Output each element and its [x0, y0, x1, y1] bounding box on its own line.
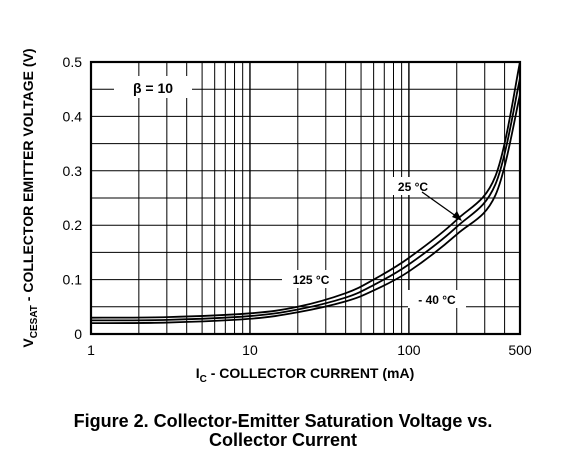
y-tick-label: 0.3 — [63, 163, 83, 179]
x-axis-title-sub: C — [200, 374, 207, 385]
annotation-25c-arrow — [421, 191, 461, 220]
y-tick-label: 0.2 — [63, 217, 83, 233]
annotation-25c: 25 °C — [398, 180, 428, 194]
y-axis-title: VCESAT - COLLECTOR EMITTER VOLTAGE (V) — [20, 48, 40, 347]
series-line-2 — [90, 94, 521, 325]
beta-label-bg — [114, 76, 192, 98]
y-axis-title-rest: - COLLECTOR EMITTER VOLTAGE (V) — [20, 48, 36, 305]
y-axis-title-sub: CESAT — [29, 305, 40, 338]
series-line-1 — [90, 78, 521, 322]
grid — [91, 62, 520, 334]
annotation-m40c-bg — [408, 290, 466, 308]
figure-caption-line-2: Collector Current — [208, 430, 358, 450]
annotation-125c-bg — [282, 270, 340, 288]
series-line-0 — [90, 61, 521, 319]
x-tick-label: 100 — [397, 342, 421, 358]
x-axis-title-main: I — [196, 365, 200, 381]
annotation-25c-arrowhead — [452, 211, 462, 221]
x-axis-title-rest: - COLLECTOR CURRENT (mA) — [207, 365, 414, 381]
y-tick-label: 0.4 — [63, 108, 83, 124]
plot-frame — [89, 60, 522, 336]
y-axis-title-main: V — [20, 338, 36, 348]
annotation-125c: 125 °C — [293, 273, 330, 287]
series-layer — [90, 61, 521, 325]
chart: 1 10 100 500 0 0.1 0.2 0.3 0.4 0.5 β = 10 25 °C 1… — [20, 48, 532, 385]
x-tick-label: 10 — [242, 342, 258, 358]
annotation-25c-bg — [388, 177, 438, 195]
x-tick-label: 500 — [508, 342, 532, 358]
beta-label: β = 10 — [133, 80, 173, 96]
y-tick-label: 0.1 — [63, 272, 83, 288]
figure-caption-line-1: Figure 2. Collector-Emitter Saturation V… — [73, 411, 493, 431]
y-tick-label: 0 — [74, 326, 82, 342]
annotation-m40c: - 40 °C — [418, 293, 456, 307]
x-tick-label: 1 — [87, 342, 95, 358]
y-tick-label: 0.5 — [63, 54, 83, 70]
x-axis-title: IC - COLLECTOR CURRENT (mA) — [196, 365, 415, 385]
tick-label-layer: 1 10 100 500 0 0.1 0.2 0.3 0.4 0.5 — [63, 54, 532, 358]
